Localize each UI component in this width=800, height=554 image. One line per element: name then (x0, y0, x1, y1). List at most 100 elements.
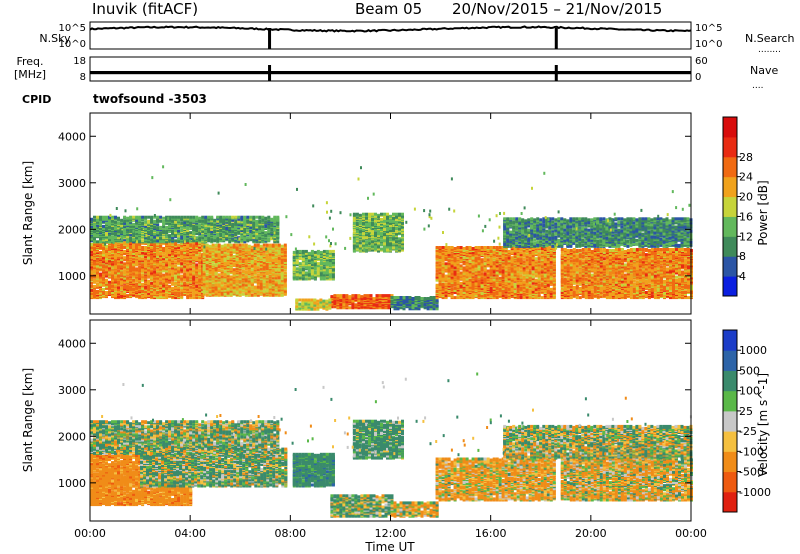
time-tick-label-6: 00:00 (675, 527, 707, 540)
freq-label: Freq. (16, 55, 43, 68)
power-cbar-seg-8 (723, 117, 737, 138)
freq-panel-frame (89, 56, 692, 82)
velocity-ytick-label-2: 3000 (58, 384, 86, 397)
power-ytick-label-1: 2000 (58, 223, 86, 236)
power-region-3 (330, 294, 394, 310)
nave-tick-1: 0 (695, 72, 701, 83)
power-panel: 1000 2000 3000 4000 Slant Range [km] (21, 112, 693, 315)
power-cbar-seg-3 (723, 216, 737, 237)
nave-band (90, 71, 691, 75)
vel-cbar-seg-7 (723, 350, 737, 371)
noise-panel-frame (89, 21, 692, 50)
velocity-sparse (101, 372, 692, 458)
cpid-label: CPID (22, 93, 51, 106)
velocity-ytick-label-1: 2000 (58, 430, 86, 443)
noise-dropout-1 (554, 28, 558, 49)
velocity-colorbar: 1000 500 100 25 -25 -100 -500 -1000 (722, 329, 771, 513)
power-region-4 (295, 298, 332, 311)
power-cbar-seg-4 (723, 196, 737, 217)
time-axis-label: Time UT (364, 540, 415, 554)
power-cbar-tick-label-4: 20 (739, 191, 753, 204)
power-colorbar-label: Power [dB] (756, 180, 770, 245)
time-tick-label-0: 00:00 (74, 527, 106, 540)
power-region-10 (503, 217, 693, 248)
freq-tick-1: 8 (80, 72, 86, 83)
vel-cbar-seg-6 (723, 370, 737, 392)
vel-cbar-seg-8 (723, 330, 737, 351)
freq-dropout-0 (268, 65, 272, 81)
vel-cbar-seg-5 (723, 390, 737, 412)
velocity-region-2 (292, 452, 335, 488)
date-range: 20/Nov/2015 – 21/Nov/2015 (452, 0, 662, 18)
freq-tick-0: 18 (73, 56, 86, 67)
power-cbar-seg-7 (723, 136, 737, 158)
noise-dropout-0 (268, 28, 272, 49)
velocity-region-7 (90, 420, 280, 455)
nsearch-tick-0: 10^5 (695, 23, 722, 34)
station-title: Inuvik (fitACF) (92, 0, 198, 18)
power-cbar-seg-1 (723, 256, 737, 277)
velocity-region-4 (390, 501, 439, 518)
power-cbar-tick-label-2: 12 (739, 230, 753, 243)
nave-dots: .... (752, 81, 763, 91)
nsearch-tick-1: 10^0 (695, 39, 722, 50)
power-region-9 (352, 212, 404, 253)
power-region-2 (292, 249, 335, 281)
power-cbar-seg-2 (723, 236, 737, 257)
vel-cbar-tick-label-1: 500 (739, 364, 760, 377)
power-cbar-tick-label-1: 8 (739, 250, 746, 263)
power-cbar-tick-label-6: 28 (739, 151, 753, 164)
nave-tick-0: 60 (695, 56, 708, 67)
vel-cbar-frame (722, 329, 738, 513)
time-tick-label-3: 12:00 (375, 527, 407, 540)
noise-line (89, 25, 692, 33)
vel-cbar-tick-label-3: 25 (739, 405, 753, 418)
power-cbar-tick-label-5: 24 (739, 171, 753, 184)
power-cbar-frame (722, 116, 738, 297)
vel-cbar-seg-0 (723, 491, 737, 513)
power-cbar-seg-6 (723, 156, 737, 178)
power-cbar-seg-5 (723, 176, 737, 198)
velocity-ytick-label-3: 4000 (58, 337, 86, 350)
power-region-6 (435, 246, 556, 300)
freq-unit-label: [MHz] (14, 68, 46, 81)
vel-cbar-seg-4 (723, 410, 737, 432)
power-cbar-tick-label-3: 16 (739, 210, 753, 223)
freq-panel: Freq. [MHz] Nave .... 18 8 60 0 (14, 55, 779, 91)
velocity-panel: 1000 2000 3000 4000 Slant Range [km] 00:00 0… (21, 113, 707, 554)
power-cbar-seg-0 (723, 276, 737, 297)
nsky-tick-0: 10^5 (59, 23, 86, 34)
velocity-region-5 (435, 457, 556, 502)
time-tick-label-2: 08:00 (274, 527, 306, 540)
nsearch-dots: ........ (758, 45, 781, 55)
power-ytick-label-3: 4000 (58, 130, 86, 143)
vel-cbar-tick-label-6: -500 (739, 466, 764, 479)
velocity-ytick-label-0: 1000 (58, 477, 86, 490)
power-ylabel: Slant Range [km] (21, 161, 35, 265)
vel-cbar-tick-label-0: 1000 (739, 344, 767, 357)
velocity-region-9 (503, 424, 693, 460)
nsky-label: N.Sky (39, 32, 71, 45)
nsky-tick-1: 10^0 (59, 39, 86, 50)
power-region-0 (90, 240, 205, 300)
velocity-ylabel: Slant Range [km] (21, 368, 35, 472)
freq-dropout-1 (554, 65, 558, 81)
vel-cbar-tick-label-4: -25 (739, 425, 757, 438)
velocity-region-3 (330, 494, 394, 518)
vel-cbar-seg-3 (723, 431, 737, 452)
vel-cbar-seg-1 (723, 471, 737, 493)
power-region-5 (390, 296, 439, 311)
nsearch-label: N.Search (745, 32, 795, 45)
power-region-1 (202, 243, 287, 297)
power-ytick-label-2: 3000 (58, 177, 86, 190)
vel-cbar-tick-label-7: -1000 (739, 486, 771, 499)
nave-label: Nave (750, 64, 778, 77)
time-tick-label-4: 16:00 (475, 527, 507, 540)
velocity-region-8 (352, 419, 404, 460)
power-ytick-label-0: 1000 (58, 270, 86, 283)
vel-cbar-seg-2 (723, 451, 737, 473)
velocity-region-6 (560, 457, 693, 502)
velocity-colorbar-label: Velocity [m s^-1] (756, 373, 770, 477)
time-tick-label-1: 04:00 (174, 527, 206, 540)
noise-panel: N.Sky N.Search ........ 10^5 10^0 10^5 10^0 (39, 21, 795, 55)
